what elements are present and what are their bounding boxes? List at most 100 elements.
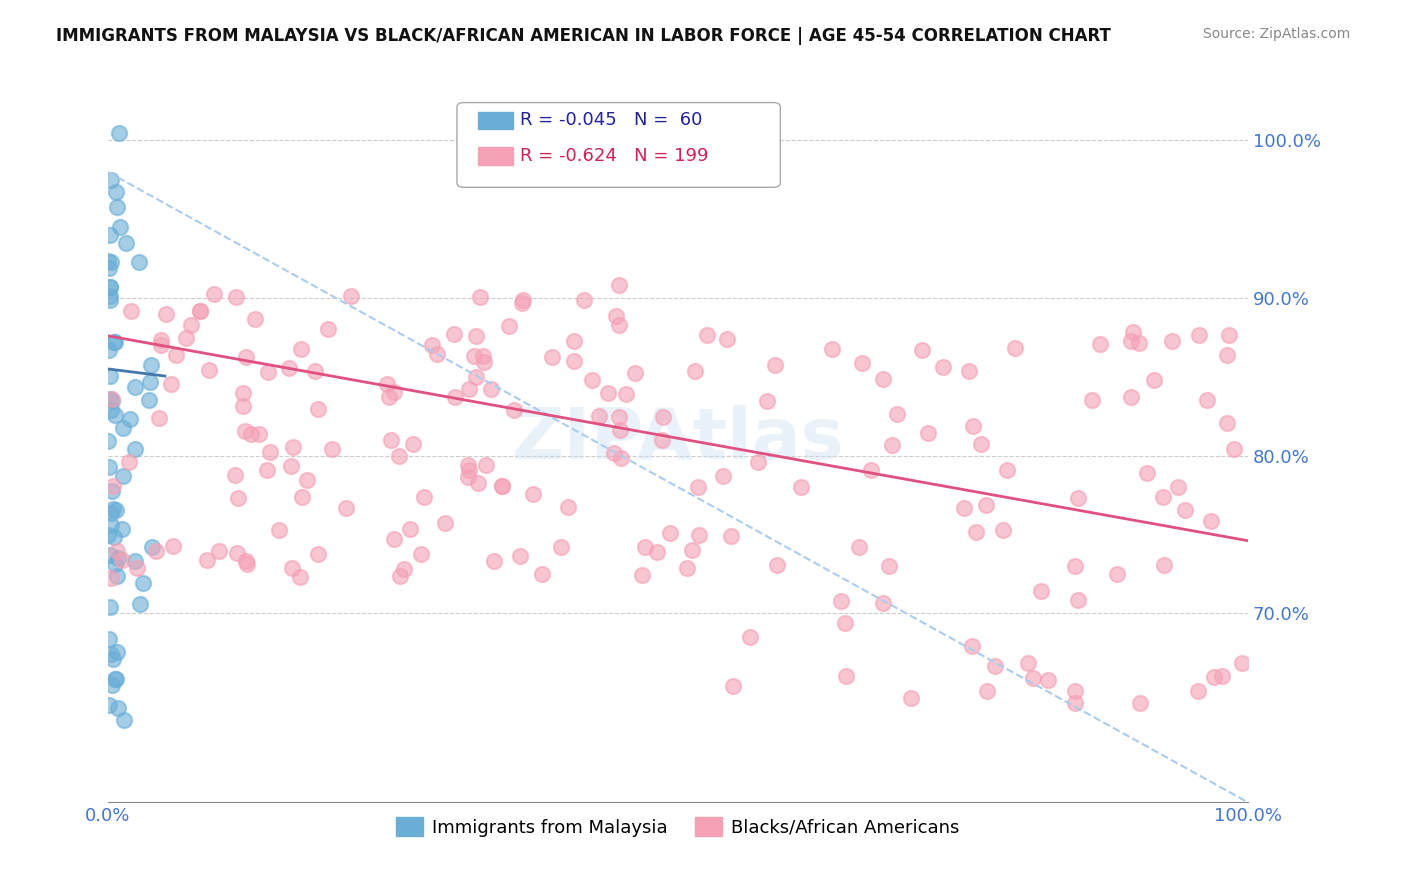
Point: [756, 394, 779, 409]
Point: [1121, 334, 1143, 348]
Point: [790, 480, 813, 494]
Point: [413, 490, 436, 504]
Point: [821, 342, 844, 356]
Point: [872, 372, 894, 386]
Point: [723, 680, 745, 694]
Point: [335, 500, 357, 515]
Point: [307, 547, 329, 561]
Point: [398, 522, 420, 536]
Point: [162, 539, 184, 553]
Point: [148, 411, 170, 425]
Point: [159, 377, 181, 392]
Point: [581, 373, 603, 387]
Point: [651, 410, 673, 425]
Point: [859, 463, 882, 477]
Point: [512, 293, 534, 308]
Point: [120, 303, 142, 318]
Point: [105, 503, 128, 517]
Point: [609, 424, 631, 438]
Point: [688, 480, 710, 494]
Point: [98, 280, 121, 294]
Point: [98, 289, 121, 303]
Point: [97, 460, 120, 475]
Point: [880, 437, 903, 451]
Point: [97, 528, 120, 542]
Point: [100, 518, 122, 533]
Point: [290, 570, 312, 584]
Point: [235, 553, 257, 567]
Point: [128, 255, 150, 269]
Point: [409, 547, 432, 561]
Point: [984, 658, 1007, 673]
Point: [129, 598, 152, 612]
Point: [139, 358, 162, 372]
Point: [97, 254, 120, 268]
Point: [295, 473, 318, 487]
Point: [101, 678, 124, 692]
Point: [283, 441, 305, 455]
Point: [1187, 684, 1209, 698]
Point: [97, 260, 120, 275]
Point: [340, 289, 363, 303]
Point: [1188, 327, 1211, 342]
Point: [202, 286, 225, 301]
Point: [103, 652, 125, 666]
Point: [645, 545, 668, 559]
Point: [952, 501, 974, 516]
Point: [257, 365, 280, 379]
Point: [886, 407, 908, 421]
Point: [243, 312, 266, 326]
Point: [1119, 390, 1142, 404]
Point: [610, 451, 633, 466]
Point: [165, 348, 187, 362]
Point: [562, 353, 585, 368]
Point: [1067, 592, 1090, 607]
Point: [97, 632, 120, 646]
Point: [834, 616, 856, 631]
Point: [900, 690, 922, 705]
Point: [321, 442, 343, 457]
Point: [118, 455, 141, 469]
Point: [681, 542, 703, 557]
Point: [103, 530, 125, 544]
Point: [965, 525, 987, 540]
Point: [607, 410, 630, 425]
Point: [98, 368, 121, 383]
Point: [510, 296, 533, 310]
Point: [607, 278, 630, 293]
Point: [471, 350, 494, 364]
Point: [468, 290, 491, 304]
Point: [208, 544, 231, 558]
Point: [388, 449, 411, 463]
Point: [103, 479, 125, 493]
Point: [658, 525, 681, 540]
Point: [917, 426, 939, 441]
Point: [100, 647, 122, 661]
Point: [531, 566, 554, 581]
Point: [472, 354, 495, 368]
Point: [107, 551, 129, 566]
Point: [1063, 697, 1085, 711]
Point: [976, 683, 998, 698]
Point: [1218, 327, 1240, 342]
Point: [1128, 336, 1150, 351]
Point: [458, 382, 481, 396]
Text: Source: ZipAtlas.com: Source: ZipAtlas.com: [1202, 27, 1350, 41]
Point: [108, 220, 131, 235]
Point: [835, 669, 858, 683]
Point: [509, 549, 531, 564]
Point: [932, 359, 955, 374]
Point: [550, 540, 572, 554]
Point: [384, 532, 406, 546]
Point: [634, 540, 657, 554]
Point: [1122, 325, 1144, 339]
Point: [132, 576, 155, 591]
Point: [281, 561, 304, 575]
Point: [851, 356, 873, 370]
Point: [259, 444, 281, 458]
Point: [960, 639, 983, 653]
Point: [997, 463, 1019, 477]
Point: [115, 236, 138, 251]
Point: [688, 528, 710, 542]
Point: [98, 293, 121, 308]
